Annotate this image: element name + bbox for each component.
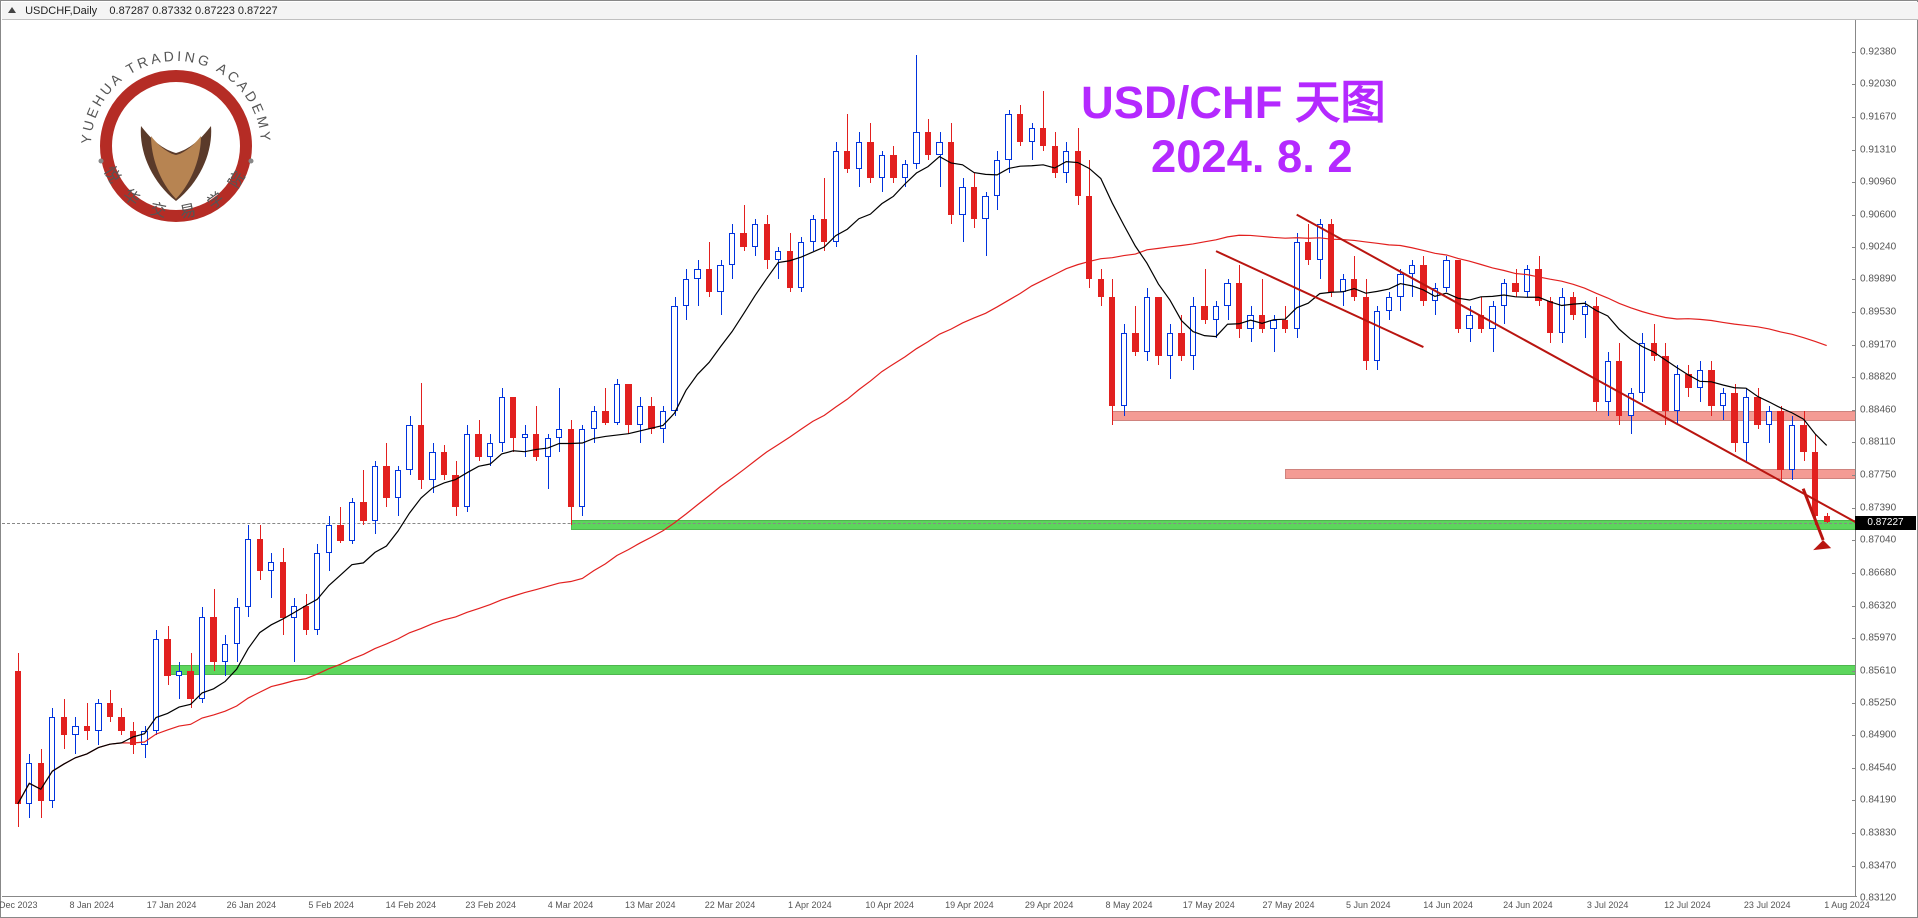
chart-window: USDCHF,Daily 0.87287 0.87332 0.87223 0.8… (0, 0, 1918, 918)
annotation-title-line1: USD/CHF 天图 (1081, 66, 1386, 132)
academy-logo: YUEHUA TRADING ACADEMY 悦 华 交 易 学 院 (61, 31, 291, 261)
time-axis: 27 Dec 20238 Jan 202417 Jan 202426 Jan 2… (2, 896, 1857, 916)
chart-ohlc-text: 0.87287 0.87332 0.87223 0.87227 (109, 5, 277, 17)
current-price-label: 0.87227 (1855, 516, 1916, 530)
chart-titlebar: USDCHF,Daily 0.87287 0.87332 0.87223 0.8… (2, 2, 1918, 20)
expand-triangle-icon[interactable] (8, 7, 16, 13)
annotation-title-line2: 2024. 8. 2 (1151, 131, 1353, 183)
price-axis: 0.831200.834700.838300.841900.845400.849… (1855, 20, 1916, 898)
chart-symbol-text: USDCHF,Daily (25, 5, 97, 17)
